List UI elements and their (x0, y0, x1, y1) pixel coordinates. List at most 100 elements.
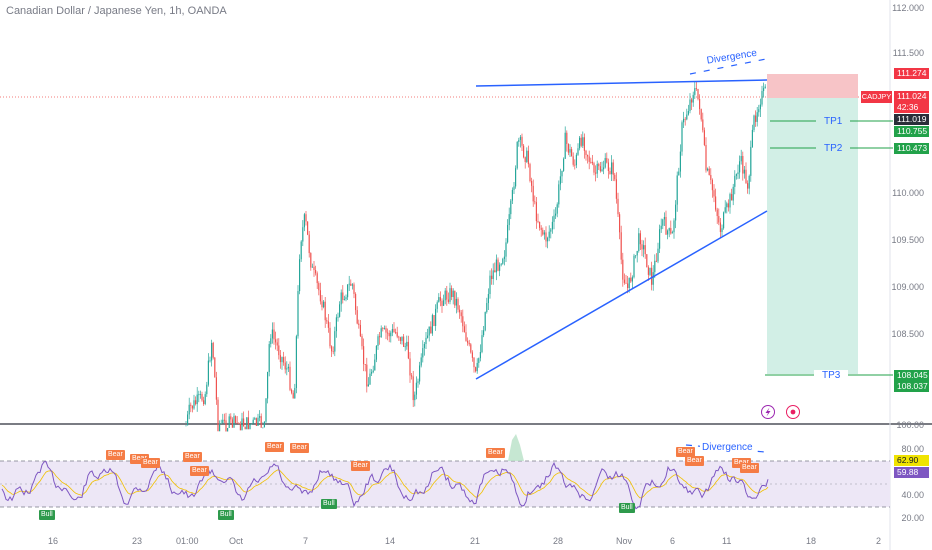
bull-label: Bull (39, 510, 55, 520)
candle-body (188, 404, 190, 415)
candle-body (454, 290, 456, 306)
candle-body (702, 119, 704, 131)
bear-label: Bear (130, 454, 149, 464)
candle-body (436, 302, 438, 309)
candle-body (294, 388, 296, 399)
lightning-icon[interactable] (761, 405, 775, 419)
upper-trendline (475, 79, 768, 87)
candle-body (308, 234, 310, 254)
candle-body (265, 398, 267, 422)
candle-body (254, 418, 256, 420)
symbol-badge: CADJPY (861, 91, 892, 103)
candle-body (427, 335, 429, 338)
candle-body (343, 299, 345, 301)
candle-body (604, 158, 606, 168)
candle-body (478, 358, 480, 363)
candle-body (207, 360, 209, 385)
bear-label: Bear (183, 452, 202, 462)
candle-body (745, 169, 747, 184)
candle-body (695, 88, 697, 89)
target-icon[interactable] (786, 405, 800, 419)
candle-body (271, 329, 273, 339)
candle-body (628, 277, 630, 289)
candle-body (620, 232, 622, 260)
candle-body (489, 275, 491, 295)
bear-label: Bear (265, 442, 284, 452)
candle-body (748, 175, 750, 189)
current-price-badge: 111.024 42:36 (894, 91, 929, 113)
candle-body (350, 283, 352, 286)
candle-body (731, 194, 733, 201)
bull-label: Bull (218, 510, 234, 520)
time-label: 16 (48, 536, 59, 546)
candle-body (246, 417, 248, 430)
candle-body (526, 150, 528, 162)
candle-body (231, 419, 233, 428)
candle-body (377, 336, 379, 346)
target-zone (767, 98, 858, 374)
candle-body (486, 303, 488, 313)
candle-body (700, 109, 702, 120)
tp3-price-badge: 108.045 (894, 370, 929, 381)
candle-body (375, 345, 377, 360)
candle-body (729, 194, 731, 208)
price-tick: 109.500 (891, 235, 924, 245)
candle-body (206, 384, 208, 395)
candle-body (721, 228, 723, 233)
candle-body (716, 209, 718, 217)
candle-body (491, 275, 493, 280)
candle-body (420, 357, 422, 366)
candle-body (681, 122, 683, 152)
candle-body (228, 416, 230, 428)
candle-body (588, 156, 590, 162)
candle-body (198, 394, 200, 396)
candle-body (638, 233, 640, 251)
candle-body (321, 301, 323, 308)
candle-body (233, 416, 235, 428)
bear-label: Bear (290, 443, 309, 453)
candle-body (220, 423, 222, 425)
candle-body (361, 336, 363, 347)
candle-body (563, 158, 565, 171)
candle-body (518, 139, 520, 142)
candle-body (687, 111, 689, 115)
candle-body (430, 326, 432, 334)
candle-body (385, 328, 387, 333)
candle-body (630, 277, 632, 282)
candle-body (230, 416, 232, 420)
candle-body (465, 332, 467, 341)
time-label: 21 (470, 536, 481, 546)
candle-body (340, 292, 342, 305)
candle-body (727, 203, 729, 208)
candle-body (324, 301, 326, 321)
candle-body (311, 266, 313, 268)
candle-body (345, 297, 347, 300)
candle-body (737, 172, 739, 175)
candle-body (703, 130, 705, 145)
candle-body (451, 288, 453, 298)
entry-price-badge: 111.019 (894, 114, 929, 125)
candle-body (215, 377, 217, 400)
candle-body (193, 400, 195, 409)
candle-body (222, 419, 224, 424)
candle-body (449, 288, 451, 302)
candle-body (577, 148, 579, 155)
candle-body (331, 346, 333, 352)
candle-body (614, 174, 616, 180)
candle-body (663, 216, 665, 220)
bear-label: Bear (106, 450, 125, 460)
candle-body (580, 137, 582, 146)
candle-body (483, 330, 485, 336)
candle-body (467, 340, 469, 343)
candle-body (635, 255, 637, 257)
candle-body (534, 201, 536, 203)
candle-body (673, 220, 675, 233)
candle-body (471, 352, 473, 358)
candle-body (257, 417, 259, 426)
candle-body (236, 423, 238, 424)
candle-body (609, 170, 611, 175)
candle-body (414, 394, 416, 401)
tp3-label: TP3 (814, 370, 849, 381)
